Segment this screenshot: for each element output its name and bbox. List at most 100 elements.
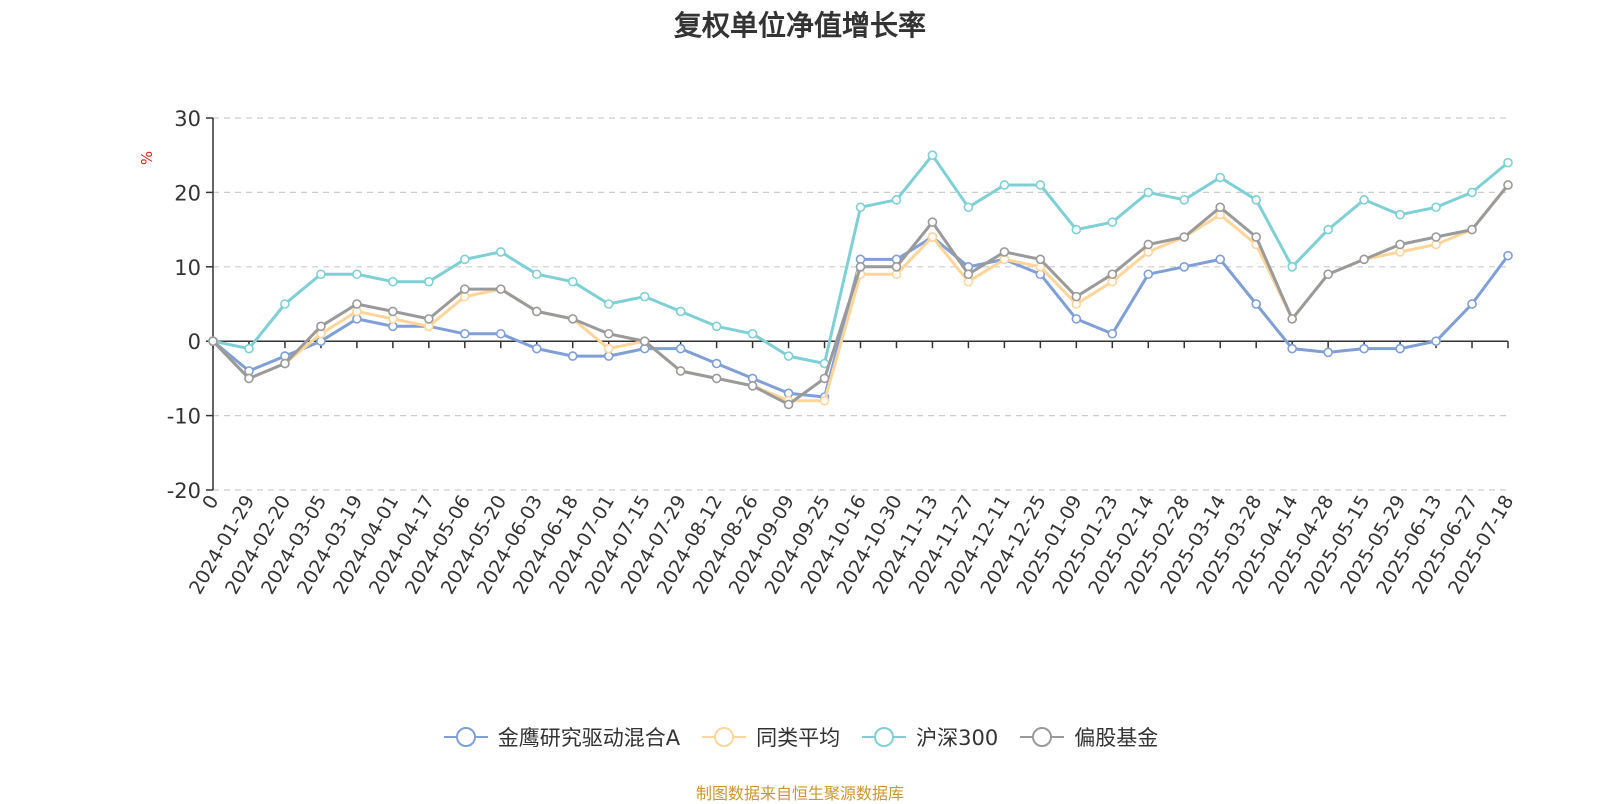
data-point <box>352 269 362 280</box>
data-point <box>927 150 938 160</box>
data-point <box>891 195 902 205</box>
data-point <box>927 217 938 227</box>
data-point <box>1071 291 1082 302</box>
data-point <box>963 269 974 280</box>
data-point <box>280 358 290 369</box>
data-point <box>1251 232 1261 242</box>
legend-symbol <box>862 727 907 747</box>
data-point <box>855 261 866 272</box>
data-point <box>1287 314 1297 324</box>
source-note: 制图数据来自恒生聚源数据库 <box>695 784 904 803</box>
data-point <box>999 180 1010 190</box>
data-point <box>424 276 434 287</box>
legend-item[interactable]: 偏股基金 <box>1018 722 1158 752</box>
data-point <box>1395 343 1405 354</box>
data-point <box>927 232 938 242</box>
series-line-3 <box>211 184 1510 406</box>
data-point <box>675 343 686 354</box>
data-point <box>316 321 326 332</box>
series-layer <box>208 150 1513 410</box>
data-point <box>1395 239 1405 250</box>
data-point <box>1287 343 1297 354</box>
data-point <box>1431 202 1441 213</box>
data-point <box>531 306 542 317</box>
data-point <box>1467 299 1477 309</box>
data-point <box>1107 328 1118 339</box>
data-point <box>1143 187 1154 198</box>
data-point <box>1215 202 1226 213</box>
data-point <box>1035 254 1046 265</box>
data-point <box>711 321 722 332</box>
legend-symbol <box>1020 727 1065 747</box>
data-point <box>1143 269 1154 280</box>
data-point <box>1323 269 1333 280</box>
data-point <box>208 336 218 347</box>
grid-layer <box>213 117 1508 491</box>
data-point <box>1359 254 1369 265</box>
data-point <box>352 299 362 309</box>
data-point <box>495 328 506 339</box>
data-point <box>567 351 578 361</box>
legend-item[interactable]: 金鹰研究驱动混合A <box>442 722 680 752</box>
legend-label: 沪深300 <box>916 726 999 750</box>
data-point <box>388 306 398 317</box>
x-tick-label: 0 <box>198 492 223 513</box>
data-point <box>639 336 650 347</box>
y-tick-label: -10 <box>167 405 201 429</box>
data-point <box>388 276 398 287</box>
y-axis-label: % <box>138 151 156 165</box>
data-point <box>1431 232 1441 242</box>
data-point <box>1467 187 1477 198</box>
data-point <box>675 306 686 317</box>
data-point <box>1323 347 1333 358</box>
data-point <box>1143 239 1154 250</box>
data-point <box>1359 343 1369 354</box>
data-point <box>495 284 506 294</box>
legend-label: 偏股基金 <box>1074 726 1159 750</box>
data-point <box>747 328 758 339</box>
data-point <box>1179 232 1190 242</box>
data-point <box>999 247 1010 257</box>
legend-item[interactable]: 同类平均 <box>700 722 840 752</box>
data-point <box>424 314 434 324</box>
legend: 金鹰研究驱动混合A 同类平均 沪深300 偏股基金 <box>0 722 1600 752</box>
y-tick-label: 10 <box>174 256 201 280</box>
legend-symbol <box>443 727 488 747</box>
chart-title: 复权单位净值增长率 <box>673 9 926 42</box>
data-point <box>819 395 830 406</box>
data-point <box>460 328 470 339</box>
data-point <box>244 343 254 354</box>
data-point <box>855 202 866 213</box>
data-point <box>963 202 974 213</box>
y-tick-label: -20 <box>167 479 201 503</box>
data-point <box>531 343 542 354</box>
data-point <box>531 269 542 280</box>
data-point <box>244 373 254 384</box>
data-point <box>316 269 326 280</box>
data-point <box>603 343 614 354</box>
data-point <box>1395 209 1405 220</box>
data-point <box>1503 157 1513 168</box>
data-point <box>1107 269 1118 280</box>
data-point <box>1467 224 1477 235</box>
data-point <box>1503 180 1513 190</box>
data-point <box>280 299 290 309</box>
data-point <box>1215 254 1226 265</box>
data-point <box>711 373 722 384</box>
legend-symbol <box>702 727 747 747</box>
legend-item[interactable]: 沪深300 <box>860 722 998 752</box>
data-point <box>891 261 902 272</box>
data-point <box>1179 195 1190 205</box>
data-point <box>1251 299 1261 309</box>
legend-label: 金鹰研究驱动混合A <box>497 726 681 750</box>
data-point <box>783 351 794 361</box>
data-point <box>639 291 650 302</box>
data-point <box>603 328 614 339</box>
data-point <box>495 247 506 257</box>
data-point <box>1071 314 1082 324</box>
y-tick-label: 30 <box>174 107 201 131</box>
data-point <box>1323 224 1333 235</box>
data-point <box>567 314 578 324</box>
data-point <box>747 381 758 391</box>
